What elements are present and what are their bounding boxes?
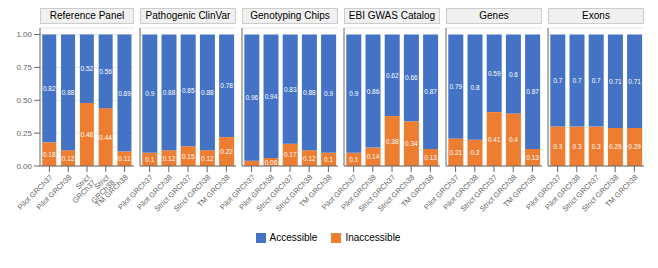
svg-text:TM GRCh38: TM GRCh38 bbox=[603, 173, 639, 209]
svg-text:0.88: 0.88 bbox=[303, 89, 316, 96]
svg-text:0.11: 0.11 bbox=[118, 155, 131, 162]
svg-text:0.8: 0.8 bbox=[470, 84, 479, 91]
svg-text:0.88: 0.88 bbox=[201, 89, 214, 96]
svg-text:0.9: 0.9 bbox=[324, 90, 333, 97]
svg-text:0.87: 0.87 bbox=[526, 88, 539, 95]
svg-text:0.89: 0.89 bbox=[118, 90, 131, 97]
svg-text:0.56: 0.56 bbox=[99, 68, 112, 75]
svg-text:0.88: 0.88 bbox=[62, 89, 75, 96]
svg-text:0.21: 0.21 bbox=[449, 149, 462, 156]
svg-text:0.34: 0.34 bbox=[405, 140, 418, 147]
svg-text:0.85: 0.85 bbox=[182, 87, 195, 94]
svg-text:0.88: 0.88 bbox=[163, 89, 176, 96]
svg-text:0.94: 0.94 bbox=[265, 93, 278, 100]
svg-text:0.2: 0.2 bbox=[470, 149, 479, 156]
svg-text:0.1: 0.1 bbox=[349, 156, 358, 163]
svg-text:0.41: 0.41 bbox=[488, 136, 501, 143]
svg-text:0.52: 0.52 bbox=[81, 65, 94, 72]
svg-text:0.9: 0.9 bbox=[349, 90, 358, 97]
svg-text:0.25: 0.25 bbox=[16, 129, 32, 138]
svg-text:0.7: 0.7 bbox=[572, 77, 581, 84]
svg-text:0.29: 0.29 bbox=[609, 143, 622, 150]
svg-text:0.15: 0.15 bbox=[182, 153, 195, 160]
svg-text:0.62: 0.62 bbox=[386, 72, 399, 79]
svg-text:0.78: 0.78 bbox=[220, 82, 233, 89]
svg-text:0.22: 0.22 bbox=[220, 148, 233, 155]
svg-text:0.7: 0.7 bbox=[553, 77, 562, 84]
svg-text:0.6: 0.6 bbox=[509, 71, 518, 78]
svg-text:0.71: 0.71 bbox=[609, 78, 622, 85]
svg-text:0.79: 0.79 bbox=[449, 83, 462, 90]
svg-text:0.3: 0.3 bbox=[572, 143, 581, 150]
svg-text:0.29: 0.29 bbox=[628, 143, 641, 150]
svg-text:0.13: 0.13 bbox=[424, 154, 437, 161]
svg-text:0.12: 0.12 bbox=[201, 155, 214, 162]
svg-text:0.13: 0.13 bbox=[526, 154, 539, 161]
svg-text:0.12: 0.12 bbox=[303, 155, 316, 162]
svg-text:0.48: 0.48 bbox=[81, 131, 94, 138]
svg-text:0.86: 0.86 bbox=[367, 88, 380, 95]
svg-text:0.17: 0.17 bbox=[284, 151, 297, 158]
svg-text:0.44: 0.44 bbox=[99, 134, 112, 141]
svg-text:0.38: 0.38 bbox=[386, 138, 399, 145]
svg-text:0.59: 0.59 bbox=[488, 70, 501, 77]
svg-text:0.06: 0.06 bbox=[265, 159, 278, 166]
svg-text:0.3: 0.3 bbox=[553, 143, 562, 150]
svg-text:0.83: 0.83 bbox=[284, 86, 297, 93]
svg-text:0.71: 0.71 bbox=[628, 78, 641, 85]
svg-text:0.7: 0.7 bbox=[592, 77, 601, 84]
svg-text:0.9: 0.9 bbox=[145, 90, 154, 97]
svg-text:1.00: 1.00 bbox=[16, 30, 32, 39]
svg-text:0.12: 0.12 bbox=[62, 155, 75, 162]
svg-text:0.66: 0.66 bbox=[405, 74, 418, 81]
svg-text:0.75: 0.75 bbox=[16, 63, 32, 72]
svg-text:0.12: 0.12 bbox=[163, 155, 176, 162]
svg-text:0.18: 0.18 bbox=[43, 151, 56, 158]
svg-text:0.50: 0.50 bbox=[16, 96, 32, 105]
svg-text:0.00: 0.00 bbox=[16, 162, 32, 171]
svg-text:Pilot GRCh38: Pilot GRCh38 bbox=[35, 173, 74, 212]
svg-text:0.82: 0.82 bbox=[43, 85, 56, 92]
svg-text:0.1: 0.1 bbox=[145, 156, 154, 163]
svg-text:0.14: 0.14 bbox=[367, 153, 380, 160]
svg-text:0.1: 0.1 bbox=[324, 156, 333, 163]
svg-text:0.4: 0.4 bbox=[509, 136, 518, 143]
svg-text:0.87: 0.87 bbox=[424, 88, 437, 95]
svg-text:0.96: 0.96 bbox=[245, 94, 258, 101]
svg-text:0.3: 0.3 bbox=[592, 143, 601, 150]
